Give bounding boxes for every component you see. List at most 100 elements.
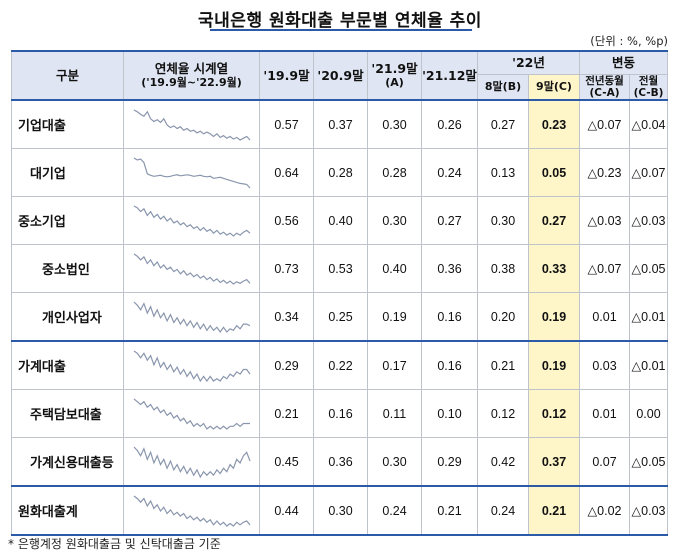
row-label-text: 중소법인 (42, 263, 90, 278)
value-19-9: 0.45 (259, 437, 314, 487)
value-21-12: 0.36 (421, 244, 478, 293)
sparkline-household (133, 350, 250, 382)
value-21-9: 0.30 (367, 99, 422, 149)
sparkline-series (133, 301, 250, 333)
value-22-9: 0.19 (527, 340, 581, 390)
header-category: 구분 (11, 50, 124, 101)
sparkline-series (133, 446, 251, 478)
sparkline-cell (123, 437, 260, 487)
value-22-9: 0.33 (527, 244, 581, 293)
title-underline (210, 29, 472, 31)
value-yoy-change: 0.01 (579, 292, 631, 342)
row-label-text: 대기업 (30, 167, 66, 182)
value-19-9: 0.73 (259, 244, 314, 293)
value-mom-change: 0.00 (629, 389, 669, 438)
value-22-8: 0.27 (477, 99, 529, 149)
row-label-text: 주택담보대출 (30, 408, 102, 423)
value-21-9: 0.19 (367, 292, 422, 342)
row-label-text: 가계대출 (18, 360, 66, 375)
unit-label: (단위 : %, %p) (590, 34, 668, 48)
value-21-9: 0.30 (367, 196, 422, 245)
value-22-8: 0.12 (477, 389, 529, 438)
table-row: 가계대출 0.29 0.22 0.17 0.16 0.21 0.19 0.03 △0.01 (11, 340, 669, 390)
sparkline-total (133, 495, 250, 527)
row-label-mortgage: 주택담보대출 (11, 389, 124, 438)
value-yoy-change: 0.07 (579, 437, 631, 487)
sparkline-series (133, 156, 250, 188)
sparkline-large-corp (133, 156, 250, 188)
row-label-household-credit: 가계신용대출등 (11, 437, 124, 487)
value-19-9: 0.57 (259, 99, 314, 149)
sparkline-series (133, 398, 250, 430)
value-20-9: 0.36 (313, 437, 368, 487)
value-20-9: 0.25 (313, 292, 368, 342)
value-22-8: 0.30 (477, 196, 529, 245)
value-22-8: 0.21 (477, 340, 529, 390)
header-change: 변동 (579, 50, 669, 75)
value-22-9: 0.05 (527, 148, 581, 197)
row-label-text: 기업대출 (18, 119, 66, 134)
sparkline-cell (123, 244, 260, 293)
value-21-12: 0.29 (421, 437, 478, 487)
delinquency-table: 구분 연체율 시계열 ('19.9월~'22.9월) '19.9말 '20.9말… (11, 50, 669, 536)
value-yoy-change: 0.01 (579, 389, 631, 438)
value-yoy-change: △0.23 (579, 148, 631, 197)
value-20-9: 0.37 (313, 99, 368, 149)
value-22-9: 0.23 (527, 99, 581, 149)
value-mom-change: △0.07 (629, 148, 669, 197)
value-mom-change: △0.05 (629, 437, 669, 487)
row-label-large-corp: 대기업 (11, 148, 124, 197)
value-20-9: 0.16 (313, 389, 368, 438)
table-row: 가계신용대출등 0.45 0.36 0.30 0.29 0.42 0.37 0.07 △0.05 (11, 437, 669, 487)
row-label-sole-proprietor: 개인사업자 (11, 292, 124, 342)
value-20-9: 0.28 (313, 148, 368, 197)
table-row: 대기업 0.64 0.28 0.28 0.24 0.13 0.05 △0.23 △0.07 (11, 148, 669, 197)
value-22-8: 0.20 (477, 292, 529, 342)
value-21-12: 0.10 (421, 389, 478, 438)
sparkline-cell (123, 148, 260, 197)
sparkline-cell (123, 485, 260, 536)
header-21-9-label: '21.9말 (371, 60, 418, 76)
value-19-9: 0.64 (259, 148, 314, 197)
value-mom-change: △0.01 (629, 292, 669, 342)
value-21-9: 0.40 (367, 244, 422, 293)
sparkline-mortgage (133, 398, 250, 430)
value-22-8: 0.13 (477, 148, 529, 197)
sparkline-sole-proprietor (133, 301, 250, 333)
row-label-total: 원화대출계 (11, 485, 124, 536)
header-spark-range: ('19.9월~'22.9월) (141, 75, 242, 89)
header-year-22: '22년 (476, 50, 581, 75)
value-22-9: 0.21 (527, 485, 581, 536)
value-22-8: 0.24 (477, 485, 529, 536)
header-mom-tag: (C-B) (633, 87, 664, 99)
header-21-12: '21.12말 (421, 50, 478, 101)
sparkline-series (133, 108, 250, 141)
sparkline-cell (123, 389, 260, 438)
page-title: 국내은행 원화대출 부문별 연체율 추이 (198, 11, 482, 31)
row-label-sme: 중소기업 (11, 196, 124, 245)
value-mom-change: △0.03 (629, 485, 669, 536)
row-label-corporate: 기업대출 (11, 99, 124, 149)
sparkline-series (133, 495, 250, 527)
value-mom-change: △0.01 (629, 340, 669, 390)
table-row: 중소기업 0.56 0.40 0.30 0.27 0.30 0.27 △0.03 △0.03 (11, 196, 669, 245)
value-22-8: 0.38 (477, 244, 529, 293)
value-22-8: 0.42 (477, 437, 529, 487)
sparkline-corporate (133, 108, 250, 141)
value-yoy-change: △0.02 (579, 485, 631, 536)
value-22-9: 0.12 (527, 389, 581, 438)
table-row: 기업대출 0.57 0.37 0.30 0.26 0.27 0.23 △0.07 △0.04 (11, 99, 669, 149)
sparkline-sme-corp (133, 253, 250, 285)
row-label-household: 가계대출 (11, 340, 124, 390)
sparkline-sme (133, 204, 250, 237)
value-21-9: 0.11 (367, 389, 422, 438)
footnote: * 은행계정 원화대출금 및 신탁대출금 기준 (8, 537, 221, 551)
value-mom-change: △0.03 (629, 196, 669, 245)
row-label-text: 원화대출계 (18, 505, 78, 520)
value-yoy-change: △0.03 (579, 196, 631, 245)
value-22-9: 0.37 (527, 437, 581, 487)
header-20-9: '20.9말 (313, 50, 368, 101)
value-21-12: 0.16 (421, 292, 478, 342)
table-row: 원화대출계 0.44 0.30 0.24 0.21 0.24 0.21 △0.02 △0.03 (11, 485, 669, 536)
header-yoy-tag: (C-A) (589, 87, 620, 99)
